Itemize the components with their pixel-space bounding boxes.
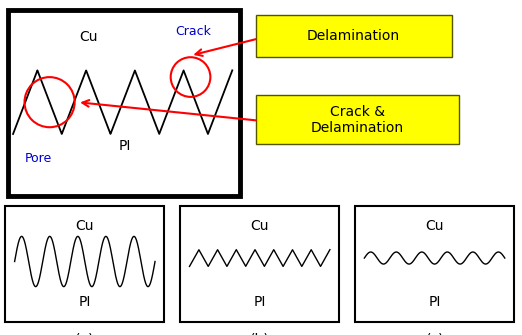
FancyBboxPatch shape <box>256 95 459 144</box>
Text: (a): (a) <box>75 332 94 335</box>
Text: PI: PI <box>429 295 441 309</box>
Text: Cu: Cu <box>425 219 444 233</box>
Text: Crack: Crack <box>175 25 211 38</box>
Text: Cu: Cu <box>79 30 98 44</box>
Text: PI: PI <box>79 295 91 309</box>
Text: PI: PI <box>119 139 132 153</box>
Text: (c): (c) <box>425 332 444 335</box>
Bar <box>180 206 339 322</box>
Bar <box>5 206 164 322</box>
Bar <box>355 206 514 322</box>
Text: Cu: Cu <box>251 219 269 233</box>
Bar <box>8 10 240 196</box>
Text: Pore: Pore <box>25 152 52 165</box>
Text: Delamination: Delamination <box>307 29 400 43</box>
Text: PI: PI <box>254 295 266 309</box>
Text: Crack &
Delamination: Crack & Delamination <box>311 105 404 135</box>
FancyBboxPatch shape <box>256 15 452 57</box>
Text: Cu: Cu <box>76 219 94 233</box>
Text: (b): (b) <box>250 332 269 335</box>
